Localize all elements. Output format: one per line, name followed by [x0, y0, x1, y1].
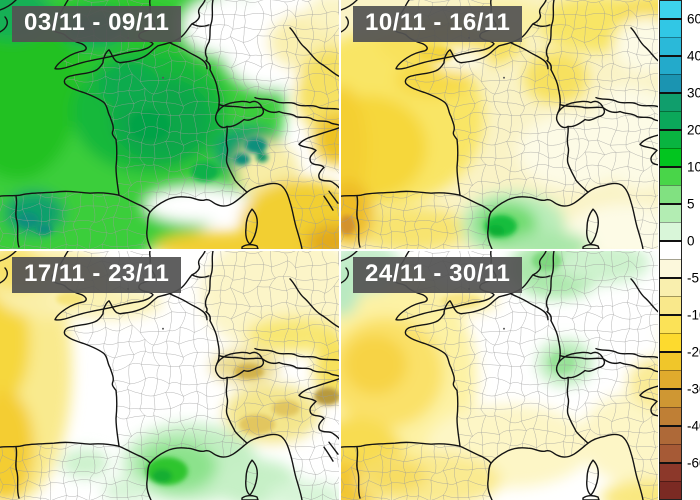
- colorbar-segment: [660, 73, 681, 93]
- colorbar-segment: [660, 203, 681, 222]
- colorbar-segment: [660, 406, 681, 426]
- colorbar-segment: [660, 425, 681, 444]
- map-panel-week-2: 10/11 - 16/11: [341, 0, 658, 249]
- colorbar-tick-label: 0: [687, 232, 695, 248]
- colorbar-scale: [659, 0, 682, 500]
- colorbar-tick-label: 30: [687, 84, 700, 100]
- colorbar-tick-label: 10: [687, 158, 700, 174]
- map-week-1: [0, 0, 339, 249]
- colorbar-tick: [659, 91, 682, 94]
- colorbar-segment: [660, 462, 681, 481]
- colorbar-segment: [660, 314, 681, 333]
- colorbar-segment: [660, 258, 681, 278]
- colorbar-segment: [660, 480, 681, 500]
- colorbar-tick: [659, 54, 682, 57]
- map-panel-week-4: 24/11 - 30/11: [341, 251, 658, 500]
- colorbar-tick: [659, 165, 682, 168]
- colorbar-segment: [660, 129, 681, 148]
- colorbar-tick-label: 20: [687, 121, 700, 137]
- colorbar: 60 40 30 20 10 5 0 -5 -10 -20 -30 -40 -60: [658, 0, 700, 500]
- colorbar-tick: [659, 276, 682, 279]
- colorbar-segment: [660, 221, 681, 241]
- colorbar-tick: [659, 350, 682, 353]
- colorbar-segment: [660, 110, 681, 130]
- colorbar-segment: [660, 36, 681, 56]
- colorbar-tick-label: -5: [687, 270, 700, 286]
- colorbar-segment: [660, 92, 681, 111]
- colorbar-tick-label: 40: [687, 47, 700, 63]
- colorbar-segment: [660, 1, 681, 19]
- colorbar-segment: [660, 18, 681, 37]
- colorbar-segment: [660, 277, 681, 296]
- colorbar-tick: [659, 17, 682, 20]
- panel-date-label: 10/11 - 16/11: [353, 6, 523, 43]
- colorbar-segment: [660, 240, 681, 259]
- colorbar-tick: [659, 424, 682, 427]
- panel-date-label: 17/11 - 23/11: [12, 257, 182, 294]
- colorbar-tick-label: -40: [687, 418, 700, 434]
- colorbar-segment: [660, 388, 681, 407]
- colorbar-tick: [659, 202, 682, 205]
- colorbar-tick: [659, 128, 682, 131]
- colorbar-segment: [660, 369, 681, 389]
- colorbar-segment: [660, 184, 681, 204]
- colorbar-tick-label: -10: [687, 307, 700, 323]
- map-panel-week-1: 03/11 - 09/11: [0, 0, 339, 249]
- colorbar-tick-label: 60: [687, 10, 700, 26]
- colorbar-tick: [659, 313, 682, 316]
- colorbar-tick-label: -20: [687, 344, 700, 360]
- colorbar-tick-label: -30: [687, 381, 700, 397]
- panel-date-label: 03/11 - 09/11: [12, 6, 182, 43]
- colorbar-segment: [660, 332, 681, 352]
- colorbar-segment: [660, 166, 681, 185]
- colorbar-segment: [660, 351, 681, 370]
- colorbar-tick: [659, 239, 682, 242]
- colorbar-segment: [660, 147, 681, 167]
- map-grid: 03/11 - 09/11 10/11 - 16/11 17/11 - 23/1…: [0, 0, 658, 500]
- colorbar-tick-label: 5: [687, 195, 695, 211]
- colorbar-tick: [659, 387, 682, 390]
- map-panel-week-3: 17/11 - 23/11: [0, 251, 339, 500]
- panel-date-label: 24/11 - 30/11: [353, 257, 523, 294]
- colorbar-segment: [660, 443, 681, 463]
- colorbar-segment: [660, 55, 681, 74]
- colorbar-tick: [659, 461, 682, 464]
- colorbar-tick-label: -60: [687, 455, 700, 471]
- colorbar-segment: [660, 295, 681, 315]
